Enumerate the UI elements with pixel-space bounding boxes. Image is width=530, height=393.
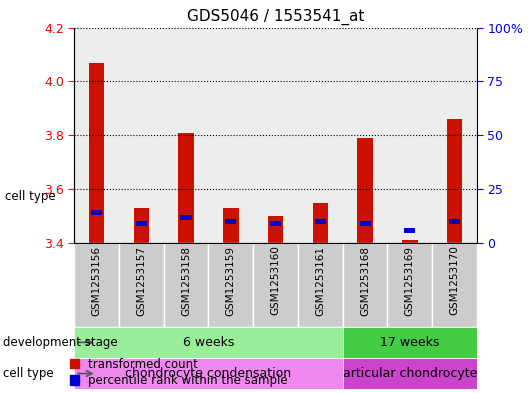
Bar <box>223 208 238 243</box>
Bar <box>343 243 387 327</box>
Bar <box>74 28 119 243</box>
Bar <box>164 243 208 327</box>
Bar <box>164 28 208 243</box>
Bar <box>432 28 477 243</box>
Text: GSM1253170: GSM1253170 <box>449 246 460 316</box>
Bar <box>253 243 298 327</box>
Bar <box>268 216 284 243</box>
Text: articular chondrocyte: articular chondrocyte <box>343 367 477 380</box>
Bar <box>343 327 477 358</box>
Bar <box>449 219 460 224</box>
Bar <box>119 243 164 327</box>
Bar <box>74 327 343 358</box>
Bar <box>74 243 119 327</box>
Text: development stage: development stage <box>3 336 117 349</box>
Bar <box>432 243 477 327</box>
Title: GDS5046 / 1553541_at: GDS5046 / 1553541_at <box>187 9 364 25</box>
Text: GSM1253159: GSM1253159 <box>226 246 236 316</box>
Bar <box>359 221 370 226</box>
Text: 17 weeks: 17 weeks <box>380 336 439 349</box>
Bar <box>270 221 281 226</box>
Bar <box>225 219 236 224</box>
Text: GSM1253169: GSM1253169 <box>405 246 415 316</box>
Bar <box>91 210 102 215</box>
Text: GSM1253168: GSM1253168 <box>360 246 370 316</box>
Text: chondrocyte condensation: chondrocyte condensation <box>126 367 292 380</box>
Bar <box>181 215 192 220</box>
Bar <box>343 358 477 389</box>
Bar <box>208 243 253 327</box>
Bar <box>298 28 343 243</box>
Bar <box>134 208 149 243</box>
Bar <box>208 28 253 243</box>
Bar <box>298 243 343 327</box>
Bar <box>313 203 328 243</box>
Text: GSM1253160: GSM1253160 <box>271 246 280 316</box>
Bar <box>253 28 298 243</box>
Bar <box>402 240 418 243</box>
Bar <box>136 221 147 226</box>
Text: 6 weeks: 6 weeks <box>183 336 234 349</box>
Bar <box>315 219 326 224</box>
Bar <box>178 132 194 243</box>
Bar <box>119 28 164 243</box>
Text: GSM1253161: GSM1253161 <box>315 246 325 316</box>
Bar <box>89 62 104 243</box>
Text: GSM1253157: GSM1253157 <box>136 246 146 316</box>
Bar <box>357 138 373 243</box>
Legend: transformed count, percentile rank within the sample: transformed count, percentile rank withi… <box>69 358 288 387</box>
Text: cell type: cell type <box>3 367 54 380</box>
Bar <box>447 119 463 243</box>
Text: cell type: cell type <box>5 190 56 203</box>
Bar <box>387 28 432 243</box>
Bar <box>343 28 387 243</box>
Bar <box>74 358 343 389</box>
Bar <box>387 243 432 327</box>
Bar <box>404 228 416 233</box>
Text: GSM1253158: GSM1253158 <box>181 246 191 316</box>
Text: GSM1253156: GSM1253156 <box>92 246 102 316</box>
